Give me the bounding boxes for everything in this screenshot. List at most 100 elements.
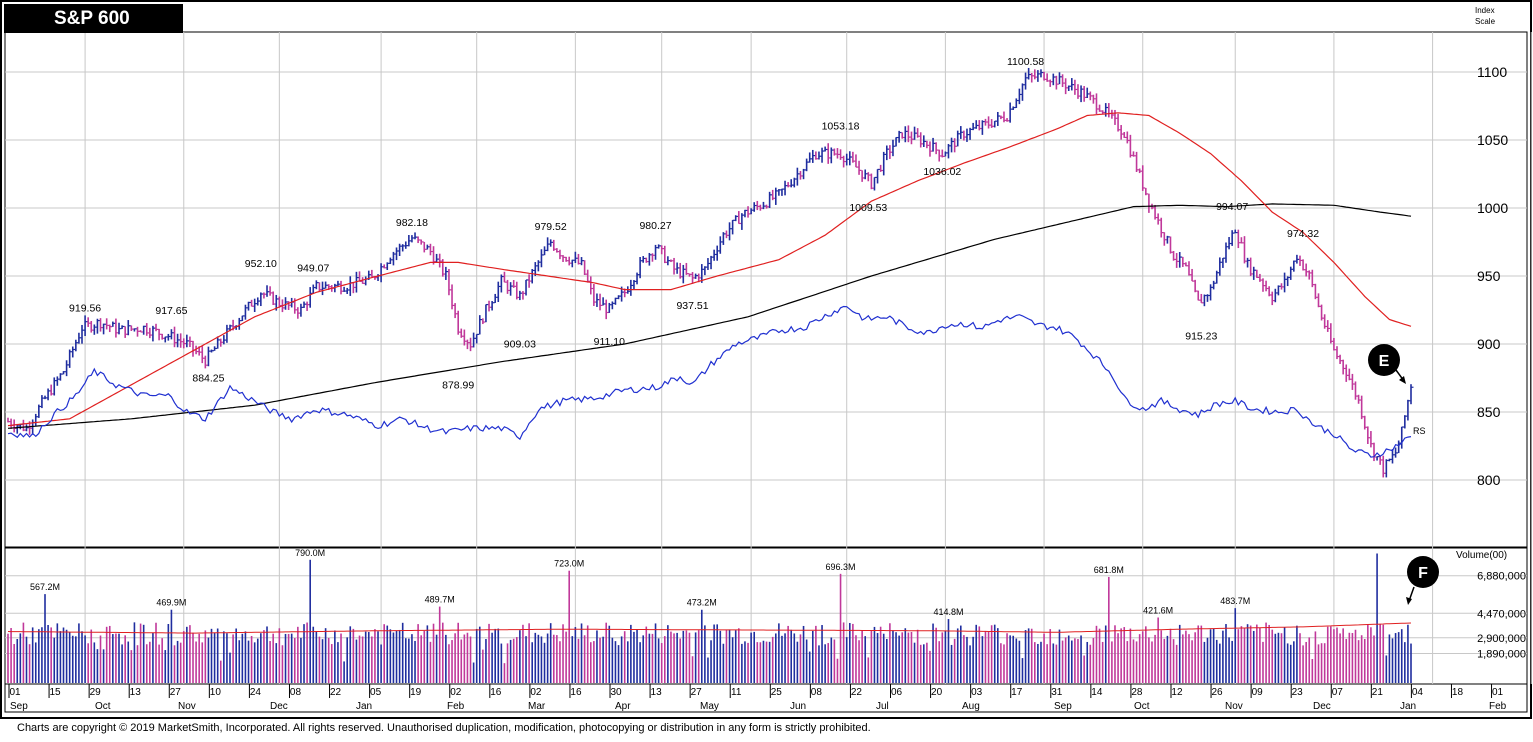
date-tick-label: 12 [1171,687,1183,698]
price-axis: 800 850 900 950 1000 1050 1100 [1477,64,1508,488]
marker-f: F [1406,556,1439,605]
volume-annotations: 567.2M 469.9M 790.0M 489.7M 723.0M 696.3M 473.… [30,548,1250,617]
month-label: Oct [95,701,111,712]
month-label: Jan [356,701,372,712]
month-label: Jul [876,701,889,712]
date-axis-labels: 01 15 29 13 27 10 24 08 22 05 19 02 16 02 16 30 13 27 11 25… [8,684,1507,712]
price-tick-label: 850 [1477,404,1501,420]
volume-tick-label: 6,880,000 [1477,571,1526,583]
month-label: Mar [528,701,546,712]
date-tick-label: 28 [1131,687,1143,698]
price-annotation: 878.99 [442,380,474,392]
date-tick-label: 07 [1332,687,1344,698]
volume-tick-label: 4,470,000 [1477,608,1526,620]
price-tick-label: 1000 [1477,200,1508,216]
ma-200-line [7,203,1412,429]
month-label: Nov [178,701,196,712]
volume-annotation: 483.7M [1220,596,1250,606]
month-label: Feb [447,701,465,712]
marker-e-label: E [1379,353,1390,370]
price-panel [4,31,1528,548]
month-label: Oct [1134,701,1150,712]
price-tick-label: 1050 [1477,132,1508,148]
date-tick-label: 01 [1492,687,1504,698]
price-annotation: 917.65 [155,305,187,317]
price-annotation: 1036.02 [923,166,961,178]
price-annotation: 994.07 [1216,201,1248,213]
date-tick-label: 09 [1252,687,1264,698]
index-scale-label-2: Scale [1475,17,1496,26]
price-annotation: 915.23 [1185,330,1217,342]
date-tick-label: 05 [370,687,382,698]
volume-tick-label: 2,900,000 [1477,633,1526,645]
price-annotation: 919.56 [69,302,101,314]
date-tick-label: 08 [290,687,302,698]
month-label: Jan [1400,701,1416,712]
volume-annotation: 473.2M [687,598,717,608]
date-tick-label: 31 [1051,687,1063,698]
date-tick-label: 02 [450,687,462,698]
month-label: Feb [1489,701,1507,712]
date-tick-label: 23 [1292,687,1304,698]
month-label: Sep [1054,701,1072,712]
date-tick-label: 27 [691,687,703,698]
copyright-notice: Charts are copyright © 2019 MarketSmith,… [17,722,871,734]
date-tick-label: 02 [530,687,542,698]
price-annotation: 980.27 [639,220,671,232]
date-tick-label: 15 [50,687,62,698]
date-tick-label: 22 [851,687,863,698]
date-tick-label: 03 [971,687,983,698]
chart-title: S&P 600 [4,4,183,33]
month-label: Dec [1313,701,1331,712]
price-tick-label: 900 [1477,336,1501,352]
price-annotation: 911.10 [594,336,625,348]
marker-e: E [1368,344,1406,384]
date-axis [4,683,1528,713]
price-tick-label: 1100 [1477,64,1507,80]
volume-tick-label: 1,890,000 [1477,649,1526,661]
date-tick-label: 17 [1011,687,1023,698]
date-tick-label: 27 [170,687,182,698]
date-tick-label: 13 [130,687,142,698]
date-tick-label: 08 [811,687,823,698]
date-tick-label: 24 [250,687,262,698]
date-tick-label: 30 [610,687,622,698]
date-tick-label: 29 [90,687,102,698]
volume-annotation: 469.9M [156,598,186,608]
month-label: Sep [10,701,28,712]
volume-ma-line [7,622,1412,634]
volume-annotation: 723.0M [554,559,584,569]
price-annotation: 1009.53 [849,202,887,214]
month-label: Jun [790,701,806,712]
date-tick-label: 16 [490,687,502,698]
date-tick-label: 06 [891,687,903,698]
volume-annotation: 414.8M [933,607,963,617]
price-annotation: 884.25 [192,372,224,384]
date-tick-label: 14 [1091,687,1103,698]
month-label: Aug [962,701,980,712]
date-tick-label: 26 [1211,687,1223,698]
rs-line [7,305,1412,458]
chart-frame [0,0,1532,719]
date-tick-label: 01 [9,687,21,698]
date-tick-label: 25 [771,687,783,698]
ma-50-line [7,112,1412,427]
date-tick-label: 10 [210,687,222,698]
volume-bars [7,553,1412,683]
month-label: Apr [615,701,631,712]
price-annotation: 974.32 [1287,228,1319,240]
price-annotation: 937.51 [676,300,708,312]
date-tick-label: 20 [931,687,943,698]
volume-annotation: 567.2M [30,582,60,592]
marker-f-label: F [1418,565,1428,582]
month-label: Nov [1225,701,1243,712]
volume-label: Volume(00) [1456,550,1507,561]
price-tick-label: 800 [1477,472,1501,488]
index-scale-label-1: Index [1475,6,1495,15]
volume-annotation: 489.7M [425,595,455,605]
volume-annotation: 421.6M [1143,606,1173,616]
price-annotation: 979.52 [535,221,567,233]
month-label: Dec [270,701,288,712]
price-annotation: 1053.18 [822,121,860,133]
price-annotation: 952.10 [245,258,277,270]
